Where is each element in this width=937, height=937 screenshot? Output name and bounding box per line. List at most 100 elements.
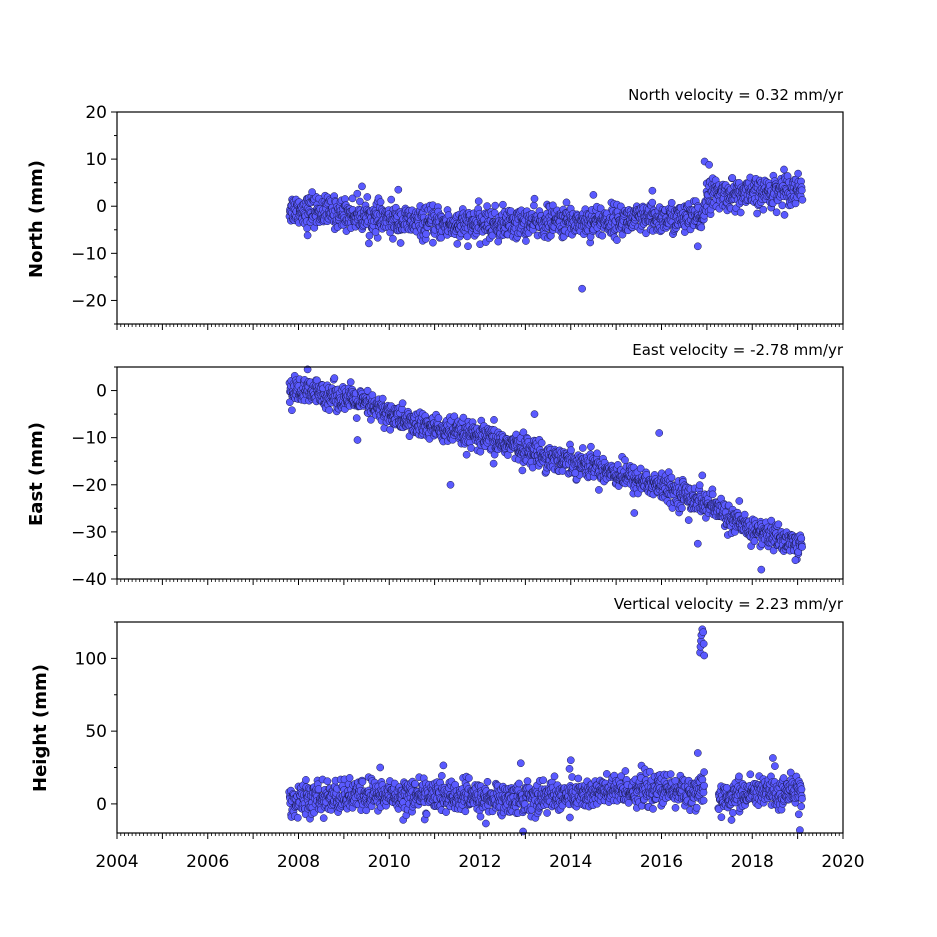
east-data-point — [750, 537, 759, 546]
north-data-point — [530, 201, 538, 210]
height-data-point — [722, 783, 731, 792]
north-data-point — [598, 231, 607, 240]
height-data-point — [797, 802, 806, 811]
height-data-point — [700, 768, 708, 776]
east-outlier-point — [757, 565, 766, 574]
north-outlier-point — [494, 237, 503, 246]
height-data-point — [422, 810, 431, 819]
east-data-point — [352, 414, 361, 422]
north-y-tick-label: 10 — [85, 150, 107, 170]
east-y-tick-label: −40 — [71, 570, 107, 590]
east-outlier-point — [530, 410, 539, 418]
east-data-point — [695, 481, 704, 489]
east-outlier-point — [684, 516, 693, 524]
height-y-tick-label: 100 — [75, 649, 107, 669]
east-data-point — [708, 490, 717, 499]
east-y-tick-label: −30 — [71, 523, 107, 543]
east-data-point — [288, 406, 296, 415]
east-data-point — [434, 414, 443, 422]
north-data-point — [791, 199, 800, 208]
north-panel: North velocity = 0.32 mm/yr North (mm) 2… — [26, 86, 844, 330]
height-data-point — [794, 810, 803, 819]
east-data-point — [593, 449, 601, 458]
height-data-point — [727, 816, 736, 824]
north-outlier-point — [589, 191, 598, 199]
height-outlier-point — [376, 763, 385, 772]
north-outlier-point — [578, 284, 586, 293]
north-data-point — [780, 211, 789, 219]
north-data-point — [697, 223, 706, 232]
east-data-point — [567, 446, 575, 455]
north-data-point — [365, 239, 373, 248]
east-data-point — [735, 497, 744, 505]
height-y-axis-label: Height (mm) — [30, 664, 51, 792]
height-data-point — [523, 777, 532, 785]
east-outlier-point — [446, 480, 455, 489]
east-data-point — [578, 444, 587, 452]
height-data-point — [358, 777, 367, 786]
height-data-point — [565, 764, 574, 773]
height-panel-title: Vertical velocity = 2.23 mm/yr — [614, 595, 844, 613]
east-data-point — [678, 504, 686, 512]
east-data-point — [595, 486, 603, 494]
north-data-point — [613, 236, 621, 244]
north-outlier-point — [371, 228, 380, 236]
height-data-point — [476, 812, 485, 821]
north-data-point — [778, 201, 787, 210]
east-y-tick-label: −20 — [71, 476, 107, 496]
east-outlier-point — [693, 539, 702, 548]
east-outlier-point — [630, 509, 639, 517]
east-outlier-point — [571, 469, 580, 477]
east-data-point — [621, 456, 629, 464]
east-data-point — [798, 543, 806, 551]
north-data-point — [363, 193, 372, 201]
east-y-tick-label: 0 — [96, 382, 107, 402]
height-outlier-point — [516, 759, 525, 768]
height-data-point — [437, 771, 446, 780]
height-data-point — [666, 770, 675, 778]
north-data-point — [736, 208, 745, 217]
north-data-point — [772, 208, 781, 217]
height-data-point — [543, 809, 551, 817]
north-data-point — [753, 209, 761, 218]
height-data-point — [649, 805, 657, 813]
north-data-point — [530, 194, 539, 203]
east-data-point — [667, 473, 676, 482]
east-outlier-point — [698, 471, 707, 480]
north-y-axis-label: North (mm) — [26, 160, 47, 278]
height-data-point — [621, 767, 630, 775]
north-y-tick-label: 0 — [96, 197, 107, 217]
north-y-tick-label: −10 — [71, 244, 107, 264]
height-data-point — [461, 807, 470, 816]
north-data-point — [783, 172, 792, 180]
north-data-point — [499, 200, 507, 209]
north-data-point — [667, 198, 676, 207]
north-outlier-point — [358, 182, 366, 191]
north-y-tick-label: 20 — [85, 103, 107, 123]
north-outlier-point — [453, 240, 462, 248]
height-data-point — [302, 776, 310, 784]
height-outlier-point — [699, 628, 708, 637]
east-data-point — [386, 425, 395, 434]
height-data-point — [411, 779, 419, 788]
height-data-point — [798, 794, 806, 803]
north-data-point — [798, 195, 807, 204]
height-outlier-point — [700, 651, 709, 660]
east-y-axis-label: East (mm) — [26, 422, 47, 526]
east-outlier-point — [655, 429, 664, 437]
height-data-point — [700, 781, 708, 790]
north-data-point — [396, 239, 405, 247]
north-data-point — [491, 201, 500, 210]
height-outlier-point — [771, 762, 779, 770]
height-y-tick-label: 50 — [85, 722, 107, 742]
east-data-point — [537, 439, 546, 447]
height-data-point — [692, 803, 701, 812]
north-data-point — [648, 198, 657, 207]
height-data-point — [515, 779, 523, 788]
height-data-point — [550, 772, 559, 781]
north-data-point — [422, 230, 430, 238]
north-data-point — [387, 195, 396, 204]
height-data-point — [735, 772, 743, 781]
north-data-point — [376, 198, 385, 206]
